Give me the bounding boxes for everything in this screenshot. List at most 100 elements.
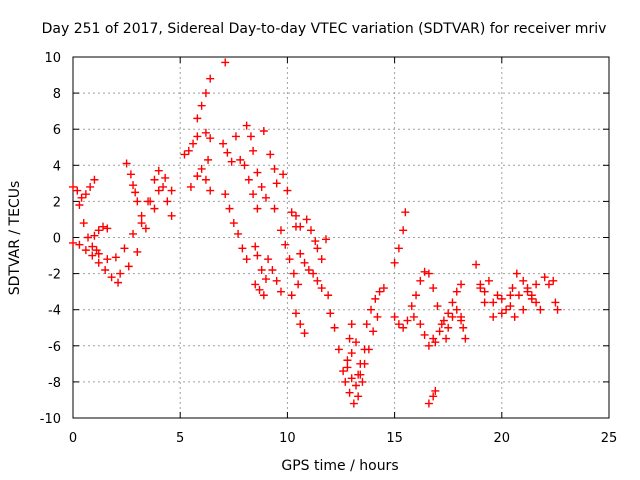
data-point <box>283 186 292 195</box>
data-point <box>296 320 305 329</box>
data-point <box>459 323 468 332</box>
data-point <box>424 269 433 278</box>
data-point <box>94 226 103 235</box>
data-point <box>81 190 90 199</box>
data-point <box>186 182 195 191</box>
data-marks <box>69 58 562 408</box>
data-point <box>103 255 112 264</box>
data-point <box>296 249 305 258</box>
data-point <box>197 164 206 173</box>
data-point <box>416 276 425 285</box>
data-point <box>324 291 333 300</box>
data-point <box>249 146 258 155</box>
data-point <box>304 265 313 274</box>
data-point <box>137 219 146 228</box>
data-point <box>270 204 279 213</box>
data-point <box>88 242 97 251</box>
data-point <box>367 305 376 314</box>
data-point <box>163 197 172 206</box>
data-point <box>77 193 86 202</box>
data-point <box>506 302 515 311</box>
data-point <box>266 150 275 159</box>
data-point <box>309 269 318 278</box>
x-tick-label: 10 <box>279 431 296 446</box>
data-point <box>424 341 433 350</box>
data-point <box>81 246 90 255</box>
data-point <box>255 285 264 294</box>
data-point <box>523 284 532 293</box>
data-point <box>452 305 461 314</box>
data-point <box>409 312 418 321</box>
data-point <box>253 168 262 177</box>
data-point <box>197 101 206 110</box>
data-point <box>360 359 369 368</box>
data-point <box>88 251 97 260</box>
data-point <box>264 255 273 264</box>
data-point <box>221 190 230 199</box>
y-tick-label: -6 <box>48 340 61 355</box>
data-point <box>354 392 363 401</box>
data-point <box>420 330 429 339</box>
data-point <box>394 244 403 253</box>
data-point <box>343 363 352 372</box>
data-point <box>536 305 545 314</box>
data-point <box>435 327 444 336</box>
data-point <box>159 182 168 191</box>
data-point <box>244 175 253 184</box>
data-point <box>549 276 558 285</box>
data-point <box>551 298 560 307</box>
data-point <box>84 233 93 242</box>
data-point <box>347 349 356 358</box>
data-point <box>150 175 159 184</box>
data-point <box>442 334 451 343</box>
data-point <box>133 247 142 256</box>
data-point <box>553 305 562 314</box>
data-point <box>206 134 215 143</box>
y-tick-label: 0 <box>53 232 61 247</box>
data-point <box>510 312 519 321</box>
data-point <box>420 267 429 276</box>
chart-title: Day 251 of 2017, Sidereal Day-to-day VTE… <box>42 21 607 37</box>
data-point <box>439 316 448 325</box>
data-point <box>457 280 466 289</box>
data-point <box>201 89 210 98</box>
data-point <box>236 155 245 164</box>
data-point <box>234 229 243 238</box>
data-point <box>75 240 84 249</box>
data-point <box>103 224 112 233</box>
data-point <box>180 150 189 159</box>
y-tick-label: 8 <box>53 87 61 102</box>
data-point <box>184 146 193 155</box>
y-tick-label: 4 <box>53 159 61 174</box>
data-point <box>347 374 356 383</box>
x-tick-label: 0 <box>69 431 77 446</box>
data-point <box>375 287 384 296</box>
data-point <box>94 258 103 267</box>
data-point <box>126 170 135 179</box>
data-point <box>343 356 352 365</box>
data-point <box>201 175 210 184</box>
data-point <box>457 316 466 325</box>
data-point <box>373 312 382 321</box>
data-point <box>444 309 453 318</box>
data-point <box>489 298 498 307</box>
data-point <box>257 182 266 191</box>
data-point <box>444 323 453 332</box>
data-point <box>347 320 356 329</box>
data-point <box>431 338 440 347</box>
data-point <box>69 238 77 247</box>
data-point <box>401 208 410 217</box>
data-point <box>276 226 285 235</box>
y-tick-label: -4 <box>48 304 61 319</box>
data-point <box>433 302 442 311</box>
data-point <box>221 58 230 67</box>
data-point <box>431 386 440 395</box>
data-point <box>246 132 255 141</box>
data-point <box>326 309 335 318</box>
data-point <box>137 211 146 220</box>
x-tick-label: 25 <box>601 431 618 446</box>
data-point <box>399 323 408 332</box>
data-point <box>261 193 270 202</box>
data-point <box>287 208 296 217</box>
